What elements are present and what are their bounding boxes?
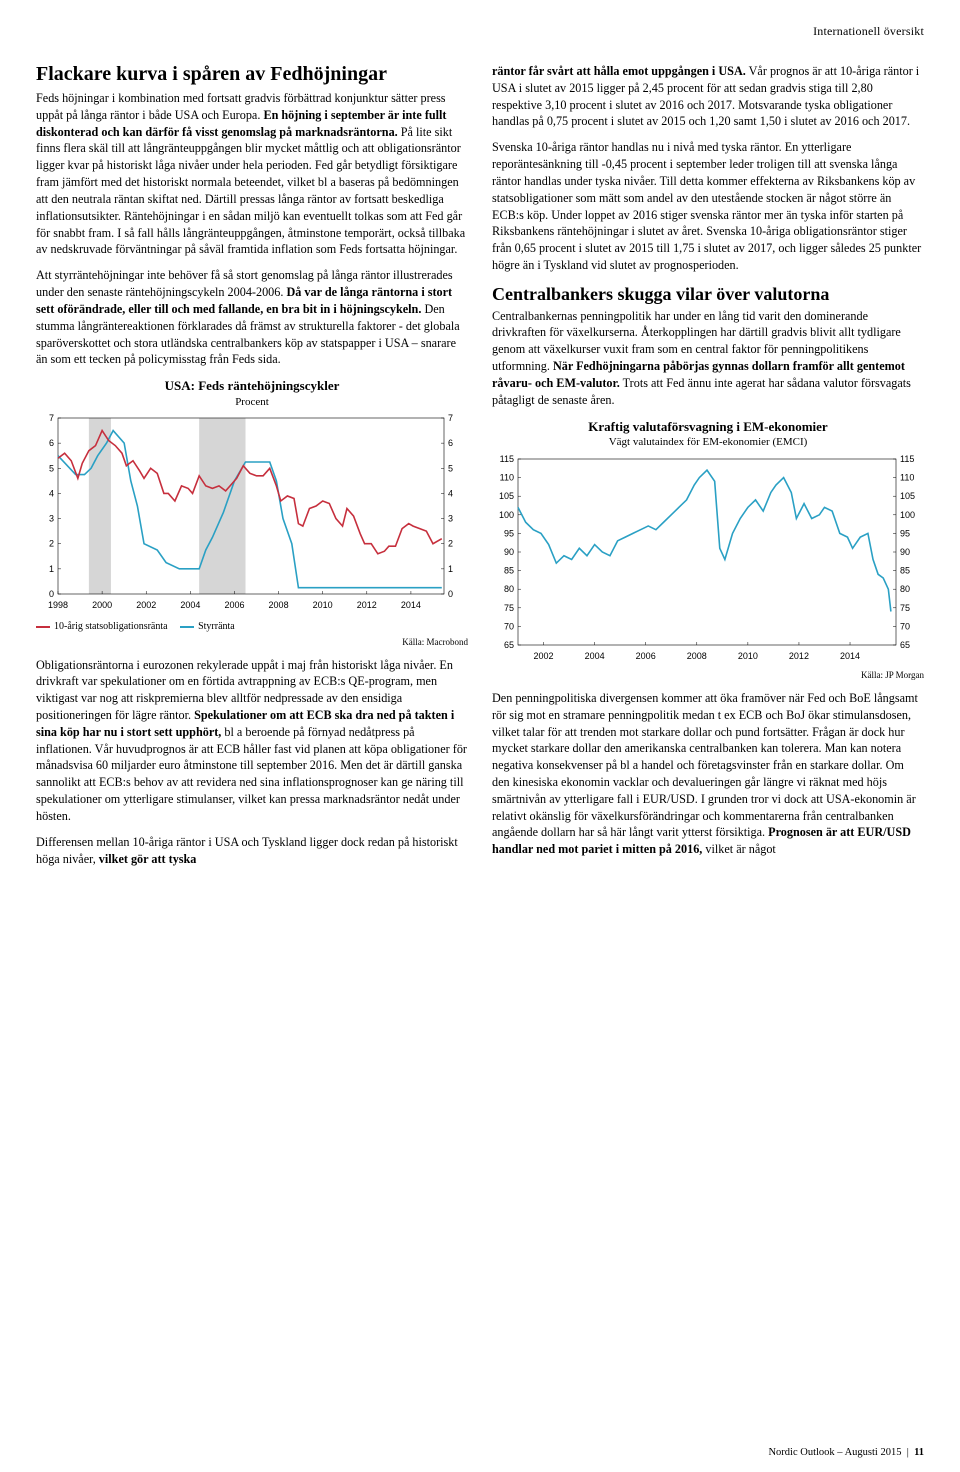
svg-text:1: 1	[448, 564, 453, 574]
page-footer: Nordic Outlook – Augusti 2015 | 11	[768, 1447, 924, 1458]
svg-text:4: 4	[448, 489, 453, 499]
svg-text:5: 5	[448, 464, 453, 474]
right-para-1: räntor får svårt att hålla emot uppgånge…	[492, 63, 924, 130]
svg-text:80: 80	[504, 584, 514, 594]
left-para-4: Differensen mellan 10-åriga räntor i USA…	[36, 834, 468, 868]
svg-text:7: 7	[448, 413, 453, 423]
svg-text:65: 65	[900, 640, 910, 650]
svg-text:2006: 2006	[636, 651, 656, 661]
chart2-title: Kraftig valutaförsvagning i EM-ekonomier	[492, 418, 924, 436]
chart1-legend: 10-årig statsobligationsränta Styrränta	[36, 619, 468, 634]
svg-text:6: 6	[448, 439, 453, 449]
two-column-layout: Flackare kurva i spåren av Fedhöjningar …	[36, 63, 924, 876]
left-column: Flackare kurva i spåren av Fedhöjningar …	[36, 63, 468, 876]
chart2-svg: 65 65 70 70 75 75 80 80 85 85 90 90 95 95 100 100 105 105…	[492, 453, 922, 663]
svg-text:2: 2	[448, 539, 453, 549]
svg-text:2012: 2012	[789, 651, 809, 661]
chart2-source: Källa: JP Morgan	[492, 669, 924, 681]
svg-text:6: 6	[49, 439, 54, 449]
svg-text:2010: 2010	[313, 600, 333, 610]
chart1-svg: 0 0 1 1 2 2 3 3 4 4 5 5 6 6 7 7 1998 2000 2002 2004 2006 2008…	[36, 412, 466, 612]
svg-text:2010: 2010	[738, 651, 758, 661]
svg-text:1998: 1998	[48, 600, 68, 610]
svg-text:105: 105	[499, 491, 514, 501]
svg-text:100: 100	[499, 509, 514, 519]
svg-text:4: 4	[49, 489, 54, 499]
svg-text:95: 95	[504, 528, 514, 538]
svg-text:2004: 2004	[180, 600, 200, 610]
svg-text:2: 2	[49, 539, 54, 549]
chart1-legend-item-2: Styrränta	[180, 620, 235, 634]
svg-text:0: 0	[49, 589, 54, 599]
left-para-2: Att styrräntehöjningar inte behöver få s…	[36, 267, 468, 368]
svg-text:2000: 2000	[92, 600, 112, 610]
svg-text:75: 75	[504, 602, 514, 612]
chart1-legend-item-1: 10-årig statsobligationsränta	[36, 620, 168, 634]
right-para-2: Svenska 10-åriga räntor handlas nu i niv…	[492, 139, 924, 274]
svg-text:2014: 2014	[401, 600, 421, 610]
header-section: Internationell översikt	[36, 24, 924, 39]
right-para-3: Centralbankernas penningpolitik har unde…	[492, 308, 924, 409]
footer-publication: Nordic Outlook – Augusti 2015	[768, 1447, 901, 1458]
svg-text:115: 115	[500, 454, 514, 464]
left-para-1: Feds höjningar i kombination med fortsat…	[36, 90, 468, 258]
svg-text:2012: 2012	[357, 600, 377, 610]
footer-page-number: 11	[914, 1447, 924, 1458]
svg-text:1: 1	[49, 564, 54, 574]
svg-text:105: 105	[900, 491, 915, 501]
svg-text:2008: 2008	[687, 651, 707, 661]
svg-text:2014: 2014	[840, 651, 860, 661]
left-para-3: Obligationsräntorna i eurozonen rekylera…	[36, 657, 468, 825]
svg-text:85: 85	[900, 565, 910, 575]
svg-text:80: 80	[900, 584, 910, 594]
svg-text:95: 95	[900, 528, 910, 538]
svg-text:2002: 2002	[534, 651, 554, 661]
right-column: räntor får svårt att hålla emot uppgånge…	[492, 63, 924, 876]
chart1-title: USA: Feds räntehöjningscykler	[36, 377, 468, 395]
svg-text:90: 90	[900, 547, 910, 557]
svg-text:2006: 2006	[224, 600, 244, 610]
svg-text:2002: 2002	[136, 600, 156, 610]
left-heading: Flackare kurva i spåren av Fedhöjningar	[36, 63, 468, 86]
chart2-subtitle: Vägt valutaindex för EM-ekonomier (EMCI)	[492, 435, 924, 450]
svg-text:7: 7	[49, 413, 54, 423]
svg-text:3: 3	[49, 514, 54, 524]
svg-text:5: 5	[49, 464, 54, 474]
svg-text:70: 70	[504, 621, 514, 631]
svg-text:0: 0	[448, 589, 453, 599]
legend-swatch-red	[36, 626, 50, 628]
svg-text:2004: 2004	[585, 651, 605, 661]
svg-text:70: 70	[900, 621, 910, 631]
svg-text:115: 115	[900, 454, 914, 464]
legend-swatch-blue	[180, 626, 194, 628]
chart1-source: Källa: Macrobond	[36, 636, 468, 648]
svg-text:110: 110	[900, 472, 914, 482]
svg-text:110: 110	[500, 472, 514, 482]
svg-text:100: 100	[900, 509, 915, 519]
right-heading: Centralbankers skugga vilar över valutor…	[492, 284, 924, 306]
chart-em-fx: Kraftig valutaförsvagning i EM-ekonomier…	[492, 418, 924, 682]
chart1-subtitle: Procent	[36, 395, 468, 410]
svg-text:90: 90	[504, 547, 514, 557]
right-para-4: Den penningpolitiska divergensen kommer …	[492, 690, 924, 858]
svg-text:75: 75	[900, 602, 910, 612]
svg-text:65: 65	[504, 640, 514, 650]
svg-text:85: 85	[504, 565, 514, 575]
svg-text:3: 3	[448, 514, 453, 524]
svg-text:2008: 2008	[269, 600, 289, 610]
chart-fed-cycles: USA: Feds räntehöjningscykler Procent 00…	[36, 377, 468, 648]
